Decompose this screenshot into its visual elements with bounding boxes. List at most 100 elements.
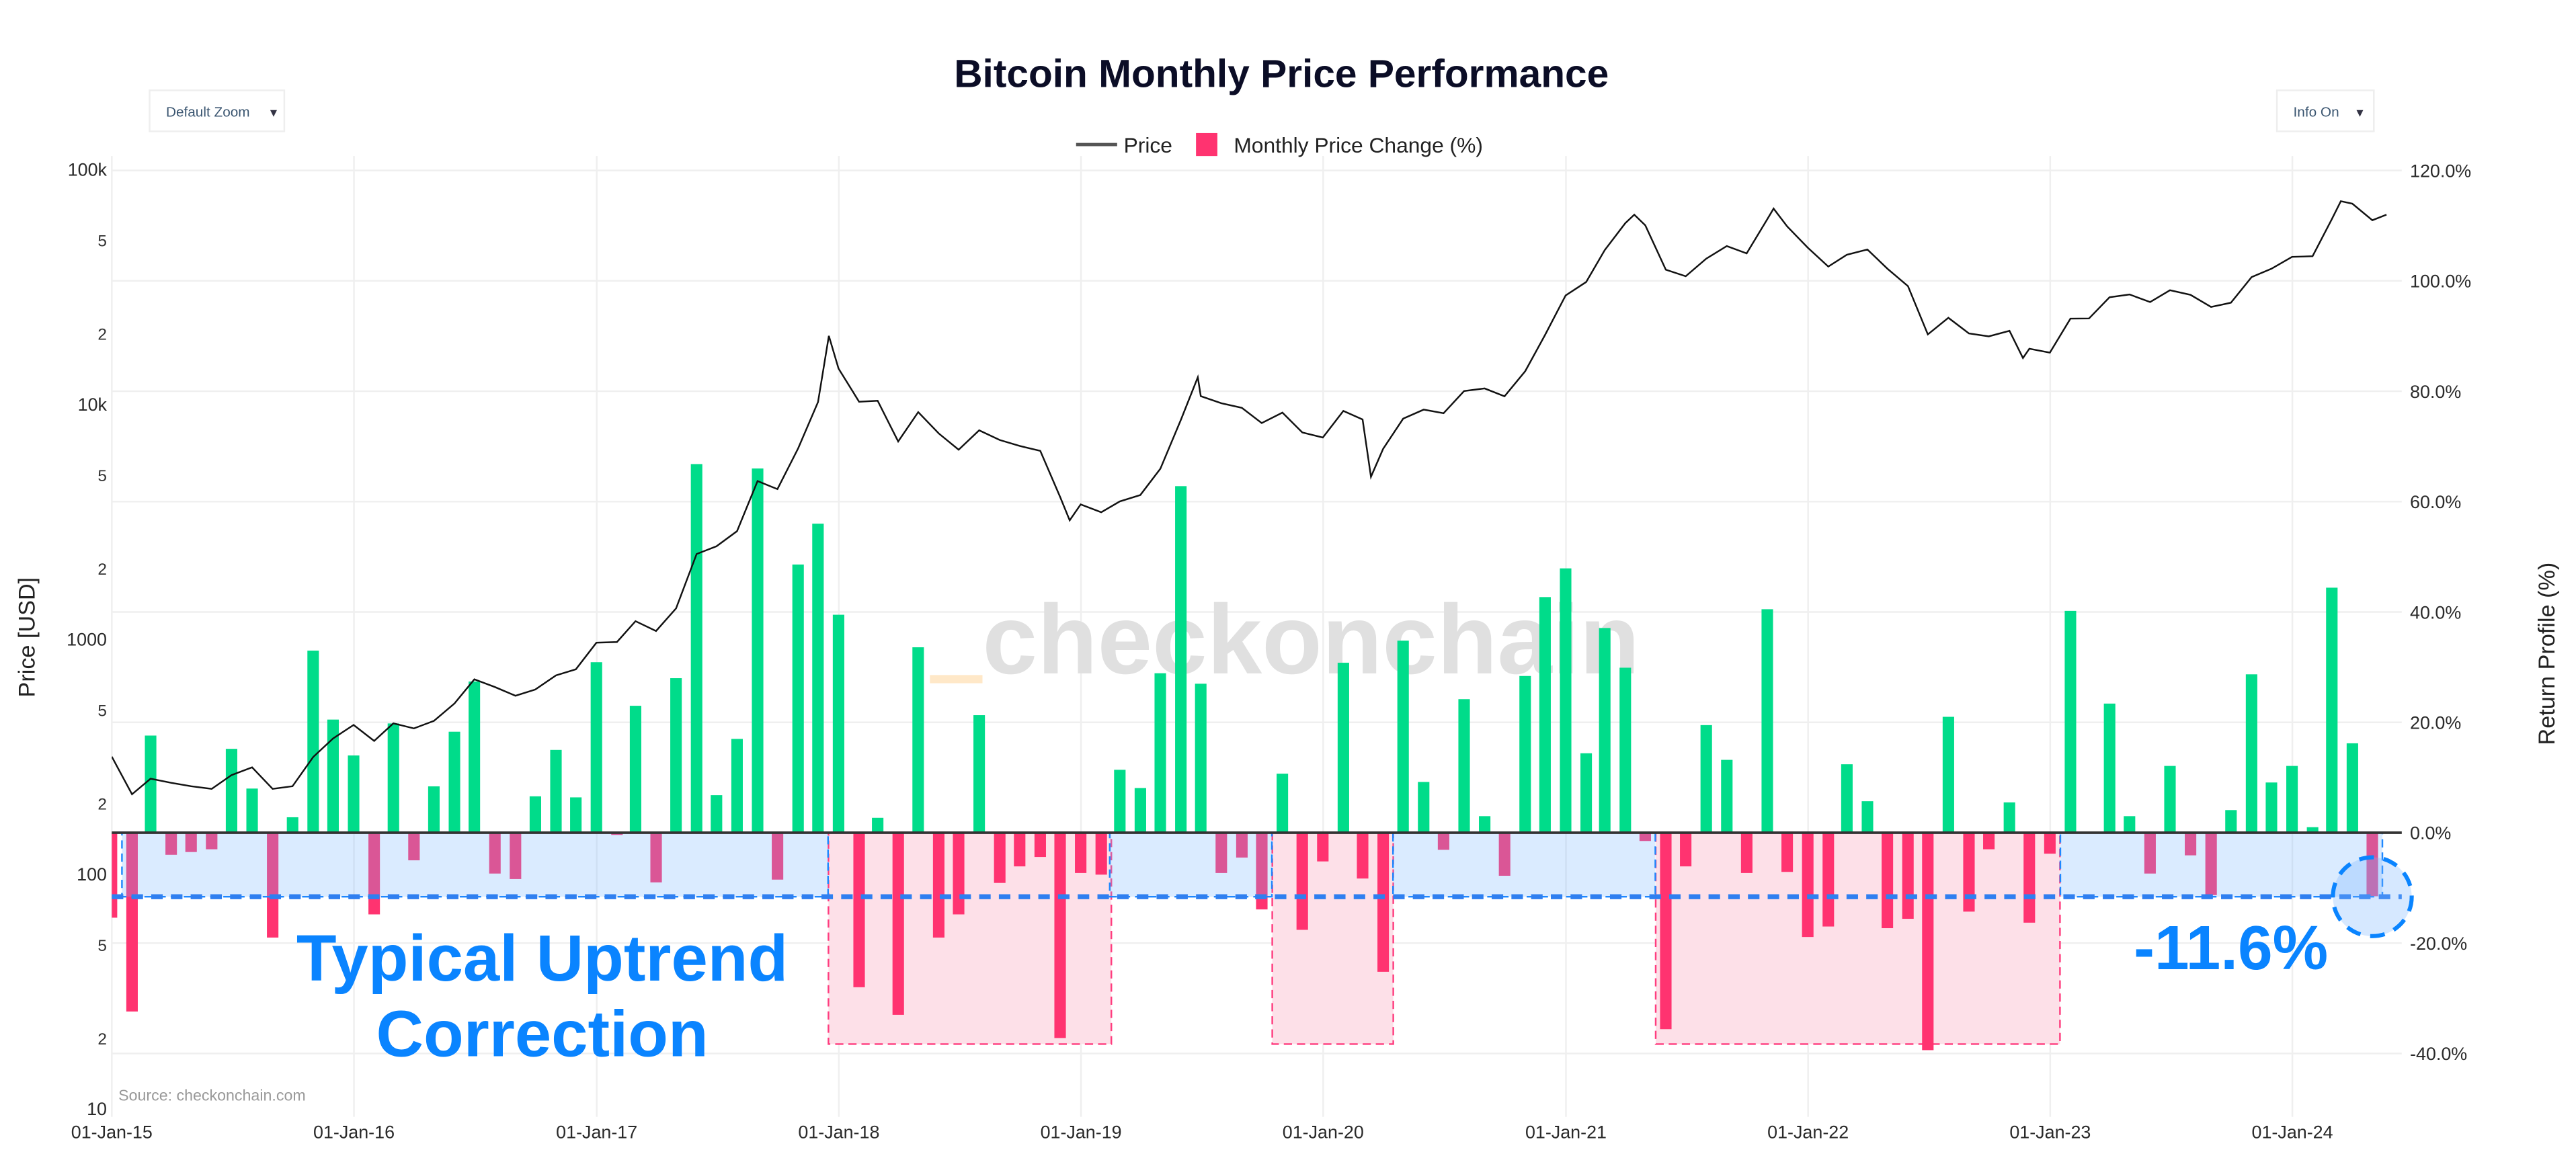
latest-bar-highlight-circle <box>2331 855 2414 938</box>
bar-positive <box>1397 641 1409 833</box>
bar-positive <box>1195 684 1207 833</box>
bar-positive <box>629 706 641 833</box>
bar-positive <box>1539 597 1551 833</box>
bar-negative <box>1802 832 1814 938</box>
legend-change-swatch <box>1196 132 1217 157</box>
bar-positive <box>246 788 258 833</box>
right-axis-title: Return Profile (%) <box>2534 563 2560 745</box>
bar-positive <box>1154 673 1166 833</box>
right-tick-label: 60.0% <box>2410 492 2461 512</box>
bar-negative <box>994 832 1006 883</box>
bar-positive <box>1479 816 1491 833</box>
right-tick-label: 120.0% <box>2410 161 2471 181</box>
bar-positive <box>2306 827 2319 833</box>
bar-positive <box>1861 801 1874 833</box>
bar-negative <box>489 832 501 874</box>
x-tick-label: 01-Jan-23 <box>2009 1122 2091 1142</box>
left-tick-label: 2 <box>97 796 107 814</box>
bar-positive <box>1175 486 1187 833</box>
bar-negative <box>1781 832 1794 872</box>
bar-positive <box>448 731 460 833</box>
bar-negative <box>1922 832 1934 1051</box>
bear-market-region <box>828 831 1113 1045</box>
right-tick-label: 20.0% <box>2410 713 2461 733</box>
watermark: checkonchain <box>930 585 1640 695</box>
bear-regions <box>828 831 2061 1045</box>
bar-positive <box>2003 802 2015 833</box>
bar-negative <box>1437 832 1449 850</box>
right-tick-label: 80.0% <box>2410 382 2461 402</box>
bar-positive <box>670 678 682 833</box>
zoom-dropdown[interactable]: Default Zoom ▼ <box>149 89 286 132</box>
bar-negative <box>1296 832 1308 930</box>
legend-price-label[interactable]: Price <box>1124 133 1172 157</box>
bar-negative <box>185 832 197 852</box>
bar-positive <box>327 719 339 833</box>
bar-negative <box>1680 832 1692 867</box>
bar-negative <box>772 832 784 880</box>
bar-positive <box>1277 774 1289 833</box>
uptrend-annotation-line1: Typical Uptrend <box>296 921 788 995</box>
bar-positive <box>2245 674 2257 833</box>
legend-change-label[interactable]: Monthly Price Change (%) <box>1234 133 1483 157</box>
bar-negative <box>2185 832 2197 856</box>
right-tick-label: 40.0% <box>2410 602 2461 622</box>
bar-negative <box>408 832 420 861</box>
bar-positive <box>1337 663 1349 833</box>
bar-negative <box>1357 832 1369 879</box>
legend[interactable]: Price Monthly Price Change (%) <box>1076 132 1483 157</box>
bar-negative <box>1660 832 1672 1030</box>
source-label: Source: checkonchain.com <box>118 1086 306 1104</box>
bar-positive <box>2346 743 2358 833</box>
bar-positive <box>1560 568 1572 833</box>
left-tick-label: 100k <box>68 159 108 179</box>
bar-positive <box>225 749 237 833</box>
bar-negative <box>892 832 904 1015</box>
bar-positive <box>1580 753 1593 833</box>
bar-positive <box>1942 716 1954 833</box>
bar-positive <box>145 735 157 833</box>
left-tick-label: 100 <box>77 864 107 884</box>
bar-negative <box>267 832 279 938</box>
bar-negative <box>1095 832 1107 875</box>
bar-positive <box>1134 788 1146 833</box>
bar-negative <box>126 832 138 1012</box>
bar-negative <box>953 832 965 915</box>
latest-change-annotation: -11.6% <box>2134 913 2328 983</box>
uptrend-regions <box>121 831 2384 898</box>
bar-negative <box>853 832 865 987</box>
left-tick-label: 2 <box>97 561 107 579</box>
bar-positive <box>1619 667 1632 833</box>
x-tick-label: 01-Jan-20 <box>1283 1122 1364 1142</box>
zoom-dropdown-label: Default Zoom <box>166 105 250 120</box>
x-tick-label: 01-Jan-16 <box>313 1122 395 1142</box>
left-tick-label: 5 <box>97 702 107 721</box>
bar-positive <box>912 647 924 833</box>
bar-positive <box>570 797 582 833</box>
bar-positive <box>550 749 562 833</box>
bar-negative <box>2023 832 2036 923</box>
x-tick-label: 01-Jan-18 <box>798 1122 879 1142</box>
bar-positive <box>1114 770 1126 833</box>
uptrend-region <box>1392 831 1656 898</box>
x-tick-label: 01-Jan-24 <box>2252 1122 2333 1142</box>
chevron-down-icon: ▼ <box>268 107 279 120</box>
bar-negative <box>1215 832 1227 873</box>
bar-negative <box>1075 832 1087 873</box>
left-tick-label: 1000 <box>67 629 107 649</box>
bar-positive <box>2064 610 2077 833</box>
info-dropdown[interactable]: Info On ▼ <box>2276 89 2375 132</box>
bar-positive <box>872 817 884 833</box>
bar-negative <box>2044 832 2056 854</box>
price-line <box>112 200 2387 796</box>
bar-positive <box>752 468 764 833</box>
bar-positive <box>2225 810 2237 833</box>
monthly-change-bars <box>112 464 2378 1051</box>
bar-negative <box>510 832 522 879</box>
bar-positive <box>307 650 319 833</box>
bar-positive <box>1599 628 1611 833</box>
bar-positive <box>711 795 723 833</box>
bar-positive <box>2326 587 2338 833</box>
x-tick-label: 01-Jan-21 <box>1525 1122 1607 1142</box>
